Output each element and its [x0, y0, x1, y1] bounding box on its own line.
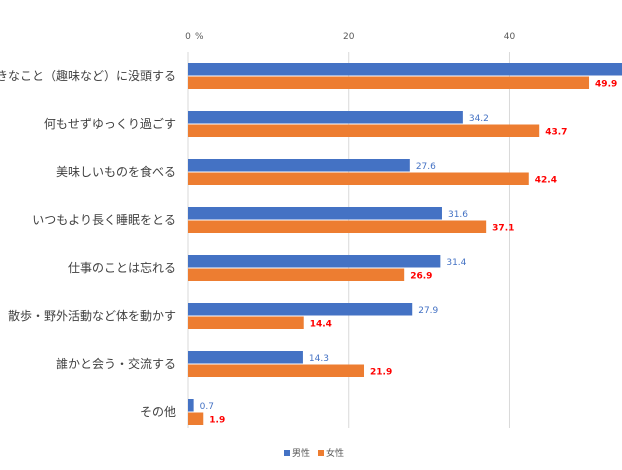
- legend-label: 男性: [292, 447, 310, 459]
- data-label: 26.9: [410, 271, 432, 281]
- data-label: 31.6: [448, 210, 468, 220]
- legend: 男性 女性: [284, 447, 344, 459]
- data-label: 27.6: [416, 162, 436, 172]
- bar-male: [188, 207, 442, 220]
- data-labels: 49.9 34.2 43.7 27.6 42.4 31.6 37.1 31.4 26.9 27.9…: [200, 79, 618, 425]
- bar-female: [188, 364, 365, 377]
- legend-swatch: [318, 450, 324, 456]
- bar-female: [188, 76, 590, 89]
- data-label: 21.9: [370, 367, 392, 377]
- x-axis-tick-labels: 0 20 40%: [185, 32, 515, 42]
- bar-female: [188, 124, 540, 137]
- unit-label: %: [195, 32, 204, 42]
- data-label: 49.9: [595, 79, 617, 89]
- bar-male: [188, 399, 194, 412]
- bar-male: [188, 351, 303, 364]
- bar-male: [188, 111, 463, 124]
- data-label: 1.9: [209, 415, 225, 425]
- category-label: 好きなこと（趣味など）に没頭する: [0, 68, 176, 83]
- bar-female: [188, 172, 529, 185]
- category-label: その他: [140, 405, 176, 419]
- bar-male: [188, 303, 413, 316]
- data-label: 14.3: [309, 354, 329, 364]
- category-label: 誰かと会う・交流する: [56, 356, 176, 371]
- data-label: 14.4: [310, 319, 332, 329]
- bar-male: [188, 255, 441, 268]
- bar-female: [188, 268, 405, 281]
- data-label: 43.7: [545, 127, 567, 137]
- data-label: 0.7: [200, 402, 214, 412]
- x-tick-label: 20: [343, 32, 355, 42]
- category-label: 何もせずゆっくり過ごす: [44, 116, 176, 131]
- x-tick-label: 0: [185, 32, 191, 42]
- x-tick-label: 40: [504, 32, 516, 42]
- legend-label: 女性: [326, 447, 344, 459]
- bar-male: [188, 63, 622, 76]
- data-label: 37.1: [492, 223, 514, 233]
- data-label: 27.9: [418, 306, 438, 316]
- bar-female: [188, 220, 487, 233]
- category-label: 仕事のことは忘れる: [68, 260, 176, 275]
- legend-swatch: [284, 450, 290, 456]
- bar-female: [188, 412, 204, 425]
- data-label: 42.4: [535, 175, 557, 185]
- data-label: 34.2: [469, 114, 489, 124]
- data-label: 31.4: [446, 258, 466, 268]
- bar-male: [188, 159, 410, 172]
- bars: [188, 63, 622, 425]
- category-labels: 好きなこと（趣味など）に没頭する何もせずゆっくり過ごす美味しいものを食べるいつも…: [0, 68, 176, 419]
- category-label: いつもより長く睡眠をとる: [32, 213, 176, 227]
- category-label: 美味しいものを食べる: [56, 164, 176, 179]
- category-label: 散歩・野外活動など体を動かす: [8, 308, 176, 323]
- bar-female: [188, 316, 304, 329]
